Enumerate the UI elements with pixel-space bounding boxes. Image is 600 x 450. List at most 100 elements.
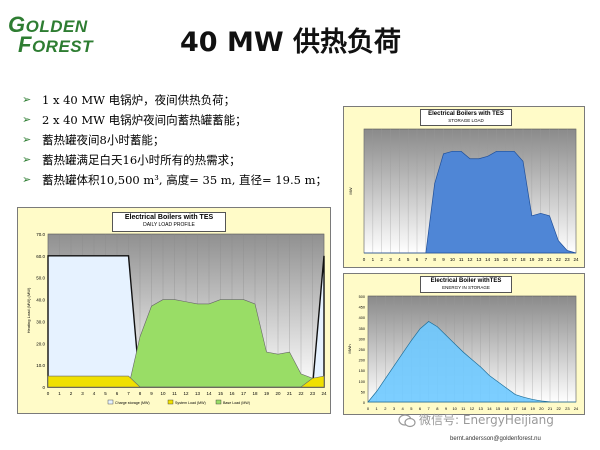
y-tick-label: 50.0: [36, 276, 45, 281]
x-tick-label: 9: [445, 406, 448, 411]
wechat-icon: [398, 413, 416, 427]
x-tick-label: 5: [104, 391, 107, 396]
logo-line-2: FOREST: [18, 32, 94, 57]
x-tick-label: 14: [485, 257, 491, 262]
chart-subtitle: ENERGY IN STORAGE: [442, 285, 490, 290]
x-tick-label: 8: [433, 257, 436, 262]
x-tick-label: 15: [218, 391, 224, 396]
bullet-arrow-icon: ➢: [22, 93, 32, 106]
x-tick-label: 7: [425, 257, 428, 262]
bullet-arrow-icon: ➢: [22, 153, 32, 166]
bullet-arrow-icon: ➢: [22, 173, 32, 186]
x-tick-label: 5: [407, 257, 410, 262]
x-tick-label: 20: [538, 257, 544, 262]
x-tick-label: 23: [310, 391, 316, 396]
x-tick-label: 7: [428, 406, 431, 411]
y-tick-label: 0: [363, 401, 365, 405]
energy-storage-plot: 0 1 2 3 4 5 6 7 8 9 10 11 12 13 14 15 16 17 18 19 20 21 22 23 24…: [347, 295, 579, 411]
x-tick-label: 21: [547, 257, 553, 262]
y-tick-label: 450: [359, 306, 365, 310]
x-tick-label: 16: [504, 406, 509, 411]
x-tick-label: 17: [513, 406, 518, 411]
chart-subtitle: DAILY LOAD PROFILE: [143, 222, 195, 228]
bullet-item: ➢ 2 x 40 MW 电锅炉夜间向蓄热罐蓄能；: [22, 110, 332, 130]
series-area: [367, 321, 576, 403]
daily-load-plot: 0 1 2 3 4 5 6 7 8 9 10 11 12 13 14 15 16 17 18 19 20 21 22 23 24…: [26, 232, 327, 405]
y-tick-label: 300: [359, 337, 365, 341]
y-tick-label: 250: [359, 348, 365, 352]
footer-email: bernt.andersson@goldenforest.nu: [450, 436, 541, 442]
y-tick-label: 200: [359, 359, 365, 363]
x-tick-label: 9: [442, 257, 445, 262]
x-tick-label: 3: [81, 391, 84, 396]
daily-load-chart: Electrical Boilers with TES DAILY LOAD P…: [17, 207, 331, 414]
x-tick-label: 17: [241, 391, 247, 396]
x-tick-label: 23: [565, 257, 571, 262]
x-tick-label: 11: [461, 406, 466, 411]
energy-storage-chart: Electrical Boiler withTES ENERGY IN STOR…: [343, 273, 585, 415]
x-tick-label: 18: [520, 257, 526, 262]
x-tick-label: 12: [183, 391, 189, 396]
bullet-arrow-icon: ➢: [22, 133, 32, 146]
x-tick-label: 3: [389, 257, 392, 262]
x-tick-label: 4: [93, 391, 96, 396]
x-tick-label: 14: [487, 406, 492, 411]
chart-header: Electrical Boilers with TES DAILY LOAD P…: [112, 212, 226, 232]
x-tick-label: 1: [376, 406, 379, 411]
chart-title: Electrical Boilers with TES: [428, 111, 504, 117]
bullet-item: ➢ 蓄热罐夜间8小时蓄能；: [22, 130, 332, 150]
y-axis-label: Heating Load (MW) (MW): [26, 287, 31, 333]
x-tick-label: 1: [372, 257, 375, 262]
bullet-item: ➢ 蓄热罐满足白天16小时所有的热需求；: [22, 150, 332, 170]
x-tick-label: 13: [195, 391, 201, 396]
slide-title: 40 MW 供热负荷: [180, 27, 402, 58]
x-tick-label: 22: [298, 391, 304, 396]
x-tick-label: 8: [139, 391, 142, 396]
y-axis-label: MW: [348, 187, 353, 194]
y-tick-label: 60.0: [36, 254, 45, 259]
x-tick-label: 19: [264, 391, 270, 396]
y-tick-label: 350: [359, 327, 365, 331]
x-tick-label: 21: [287, 391, 293, 396]
y-tick-label: 30.0: [36, 319, 45, 324]
x-tick-label: 23: [565, 406, 570, 411]
chart-header: Electrical Boilers with TES STORAGE LOAD: [420, 109, 512, 126]
legend-swatch: [167, 399, 174, 405]
y-tick-label: 0: [42, 385, 45, 390]
series-area: [364, 150, 577, 254]
x-tick-label: 15: [496, 406, 501, 411]
bullet-list: ➢ 1 x 40 MW 电锅炉，夜间供热负荷； ➢ 2 x 40 MW 电锅炉夜间向…: [22, 90, 332, 190]
x-tick-label: 17: [512, 257, 518, 262]
x-tick-label: 20: [275, 391, 281, 396]
x-tick-label: 6: [116, 391, 119, 396]
x-tick-label: 19: [529, 257, 535, 262]
x-tick-label: 14: [206, 391, 212, 396]
x-tick-label: 11: [172, 391, 177, 396]
legend-swatch: [215, 399, 222, 405]
x-tick-label: 11: [459, 257, 464, 262]
x-tick-label: 10: [450, 257, 456, 262]
storage-load-chart: Electrical Boilers with TES STORAGE LOAD…: [343, 106, 585, 268]
x-tick-label: 1: [58, 391, 61, 396]
company-logo: GOLDEN FOREST: [8, 12, 118, 58]
x-tick-label: 12: [467, 257, 473, 262]
x-tick-label: 0: [367, 406, 370, 411]
chart-title: Electrical Boilers with TES: [124, 214, 214, 221]
x-tick-label: 6: [416, 257, 419, 262]
bullet-item: ➢ 蓄热罐体积10,500 m³, 高度= 35 m, 直径= 19.5 m；: [22, 170, 332, 190]
bullet-arrow-icon: ➢: [22, 113, 32, 126]
x-tick-label: 4: [402, 406, 405, 411]
x-tick-label: 3: [393, 406, 396, 411]
x-tick-label: 6: [419, 406, 422, 411]
x-tick-label: 8: [436, 406, 439, 411]
x-tick-label: 0: [47, 391, 50, 396]
x-tick-label: 22: [556, 406, 561, 411]
x-tick-label: 24: [321, 391, 327, 396]
y-tick-label: 20.0: [36, 341, 45, 346]
chart-title: Electrical Boiler withTES: [430, 278, 502, 284]
logo-line-1: GOLDEN: [8, 12, 88, 37]
x-tick-label: 4: [398, 257, 401, 262]
x-tick-label: 2: [380, 257, 383, 262]
chart-header: Electrical Boiler withTES ENERGY IN STOR…: [420, 276, 512, 293]
chart-subtitle: STORAGE LOAD: [448, 118, 484, 123]
